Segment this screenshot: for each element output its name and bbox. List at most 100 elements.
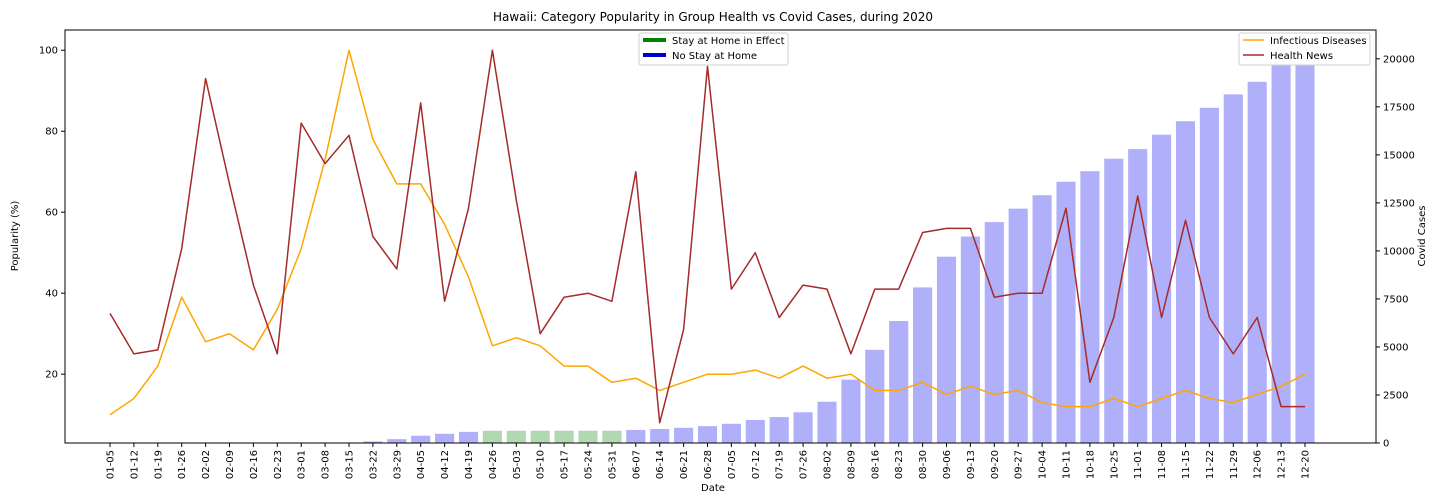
bar-05-24 xyxy=(578,430,598,443)
bar-03-29 xyxy=(387,439,407,443)
x-tick-label: 05-03 xyxy=(512,450,523,479)
bar-06-28 xyxy=(697,426,718,443)
x-tick-label: 09-27 xyxy=(1014,450,1025,479)
bar-05-03 xyxy=(506,430,526,443)
bar-07-05 xyxy=(721,423,741,443)
bar-07-26 xyxy=(793,412,813,443)
x-tick-label: 01-19 xyxy=(153,450,164,479)
bar-11-22 xyxy=(1199,107,1219,444)
bar-05-31 xyxy=(602,430,622,443)
x-tick-label: 11-29 xyxy=(1229,450,1240,479)
x-tick-label: 10-25 xyxy=(1109,450,1120,479)
y-left-tick-label: 100 xyxy=(39,46,58,57)
bar-04-05 xyxy=(411,435,431,443)
x-tick-label: 10-11 xyxy=(1062,450,1073,479)
line-health-news xyxy=(109,49,1305,424)
line-infectious-diseases xyxy=(109,49,1306,416)
y-left-tick-label: 40 xyxy=(45,289,58,300)
y-right-tick-label: 7500 xyxy=(1383,294,1408,305)
x-tick-label: 02-09 xyxy=(225,450,236,479)
x-tick-label: 02-23 xyxy=(273,450,284,479)
legend-label-no-stay-at-home: No Stay at Home xyxy=(672,51,757,62)
bar-05-10 xyxy=(530,430,550,443)
x-tick-label: 08-02 xyxy=(823,450,834,479)
legend-stay-at-home: Stay at Home in Effect No Stay at Home xyxy=(638,32,789,66)
bar-12-13 xyxy=(1271,65,1291,444)
x-tick-label: 05-24 xyxy=(584,450,595,479)
legend-label-stay-at-home: Stay at Home in Effect xyxy=(672,36,785,47)
y-right-tick-label: 12500 xyxy=(1383,198,1415,209)
x-tick-label: 09-20 xyxy=(990,450,1001,479)
y-right-tick-label: 20000 xyxy=(1383,54,1415,65)
x-tick-label: 04-26 xyxy=(488,450,499,479)
y-left-tick-label: 80 xyxy=(45,127,58,138)
bar-10-04 xyxy=(1032,195,1052,443)
x-tick-label: 01-12 xyxy=(129,450,140,479)
bar-08-09 xyxy=(841,379,861,443)
y-axis-left-label: Popularity (%) xyxy=(10,201,21,272)
x-tick-label: 05-10 xyxy=(536,450,547,479)
plot-frame xyxy=(64,29,1377,444)
x-tick-label: 06-07 xyxy=(631,450,642,479)
bar-10-25 xyxy=(1104,158,1124,443)
lines-layer xyxy=(109,49,1306,424)
x-tick-label: 04-19 xyxy=(464,450,475,479)
bar-04-26 xyxy=(482,430,502,443)
x-tick-label: 04-05 xyxy=(416,450,427,479)
bar-12-06 xyxy=(1247,81,1267,444)
bar-09-13 xyxy=(960,236,980,443)
x-tick-label: 04-12 xyxy=(440,450,451,479)
x-tick-label: 06-21 xyxy=(679,450,690,479)
x-tick-label: 08-09 xyxy=(846,450,857,479)
x-tick-label: 05-17 xyxy=(560,450,571,479)
bar-09-06 xyxy=(936,256,957,443)
x-tick-label: 07-26 xyxy=(799,450,810,479)
bar-08-23 xyxy=(889,321,909,443)
x-tick-label: 11-08 xyxy=(1157,450,1168,479)
bars-layer xyxy=(363,48,1315,444)
x-tick-label: 01-05 xyxy=(106,450,117,479)
x-tick-label: 03-08 xyxy=(321,450,332,479)
x-tick-label: 03-01 xyxy=(297,450,308,479)
y-axis-left: 20 40 60 80 100 xyxy=(39,46,65,381)
x-tick-label: 03-29 xyxy=(392,450,403,479)
bar-11-08 xyxy=(1152,134,1172,443)
bar-09-27 xyxy=(1008,208,1028,443)
bar-05-17 xyxy=(554,430,574,443)
y-right-tick-label: 2500 xyxy=(1383,390,1408,401)
bar-09-20 xyxy=(984,222,1004,443)
chart-title: Hawaii: Category Popularity in Group Hea… xyxy=(493,10,933,24)
bar-07-12 xyxy=(745,419,765,443)
bar-06-14 xyxy=(650,428,670,443)
bar-06-07 xyxy=(626,429,646,443)
x-axis-label: Date xyxy=(701,483,725,494)
x-tick-label: 12-06 xyxy=(1253,450,1264,479)
x-tick-label: 11-22 xyxy=(1205,450,1216,479)
x-tick-label: 09-06 xyxy=(942,450,953,479)
bar-07-19 xyxy=(769,417,789,443)
x-tick-label: 11-01 xyxy=(1133,450,1144,479)
x-tick-label: 01-26 xyxy=(177,450,188,479)
legend-label-health-news: Health News xyxy=(1270,51,1333,62)
bar-08-02 xyxy=(817,401,837,443)
bar-04-19 xyxy=(458,431,479,443)
bar-10-11 xyxy=(1056,181,1076,444)
bar-12-20 xyxy=(1295,48,1315,443)
bar-08-16 xyxy=(865,349,885,443)
x-tick-label: 08-16 xyxy=(870,450,881,479)
legend-label-infectious-diseases: Infectious Diseases xyxy=(1270,36,1367,47)
bar-11-15 xyxy=(1175,121,1196,443)
bar-11-01 xyxy=(1128,149,1148,444)
x-tick-label: 08-30 xyxy=(918,450,929,479)
x-tick-label: 12-20 xyxy=(1301,450,1312,479)
x-tick-label: 02-16 xyxy=(249,450,260,479)
y-right-tick-label: 0 xyxy=(1383,439,1389,450)
x-tick-label: 03-15 xyxy=(345,450,356,479)
x-tick-label: 07-05 xyxy=(727,450,738,479)
y-axis-right: 0 2500 5000 7500 10000 12500 15000 17500 20000 xyxy=(1376,54,1415,450)
x-axis: 01-05 01-12 01-19 01-26 02-02 02-09 02-16 02-23… xyxy=(106,443,1312,479)
bar-08-30 xyxy=(913,287,933,443)
y-left-tick-label: 20 xyxy=(45,370,58,381)
x-tick-label: 02-02 xyxy=(201,450,212,479)
